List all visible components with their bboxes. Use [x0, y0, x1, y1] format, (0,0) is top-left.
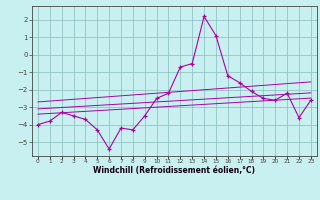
X-axis label: Windchill (Refroidissement éolien,°C): Windchill (Refroidissement éolien,°C) [93, 166, 255, 175]
